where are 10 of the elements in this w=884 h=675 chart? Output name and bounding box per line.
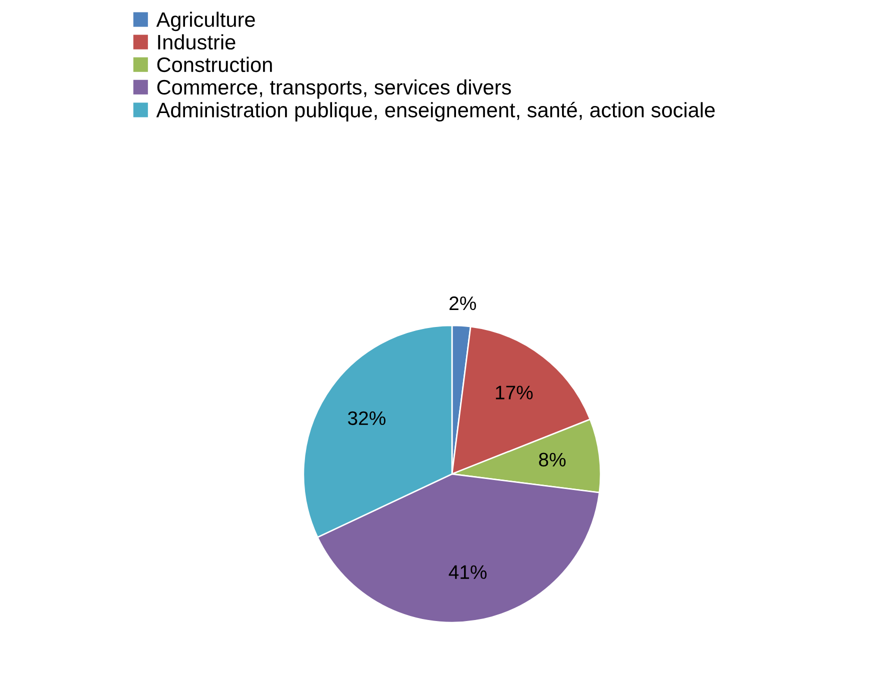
data-label: 32% <box>348 411 386 426</box>
legend-label: Agriculture <box>156 12 255 32</box>
legend-label: Construction <box>157 56 272 72</box>
legend-label: Industrie <box>158 34 236 50</box>
data-label: 17% <box>496 386 533 400</box>
data-label: 2% <box>450 296 476 310</box>
legend-label: Commerce, transports, services divers <box>157 79 511 99</box>
legend-label: Administration publique, enseignement, santé, action sociale <box>156 102 715 122</box>
data-label: 8% <box>539 452 566 467</box>
data-label: 41% <box>448 565 487 579</box>
